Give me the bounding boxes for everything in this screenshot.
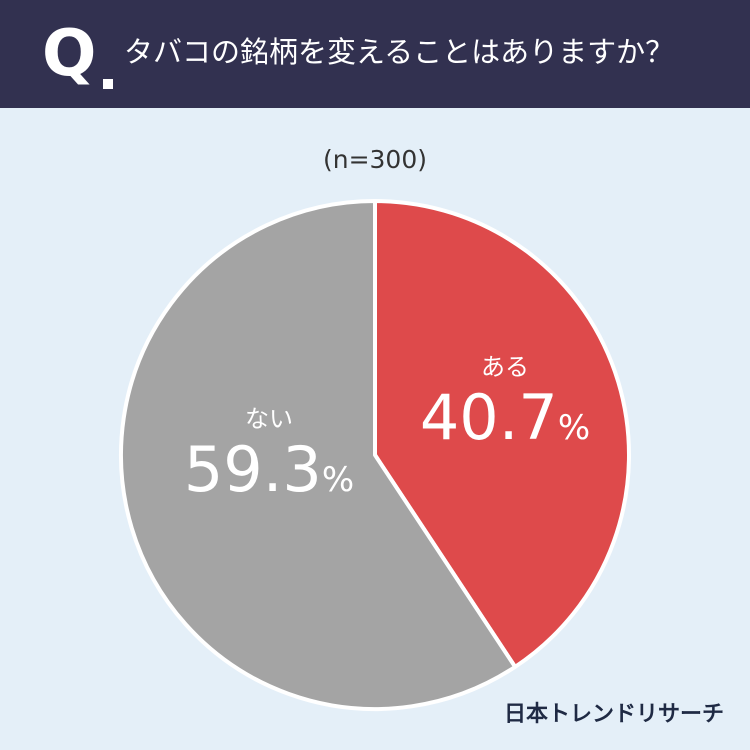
q-mark: Q bbox=[42, 17, 97, 91]
slice-value-nai: 59.3% bbox=[183, 433, 355, 506]
pie-slice-1 bbox=[119, 199, 518, 711]
slice-name-aru: ある bbox=[481, 353, 529, 381]
question-title: タバコの銘柄を変えることはありますか？ bbox=[124, 35, 675, 69]
slice-label-aru: ある 40.7% bbox=[385, 352, 625, 464]
slice-name-nai: ない bbox=[245, 405, 293, 433]
brand-logo: 日本トレンドリサーチ bbox=[503, 702, 724, 727]
sample-size: (n=300) bbox=[322, 145, 428, 174]
header-bar: Q タバコの銘柄を変えることはありますか？ bbox=[0, 0, 750, 108]
q-dot bbox=[103, 79, 113, 89]
slice-label-nai: ない 59.3% bbox=[149, 404, 389, 516]
slice-value-aru: 40.7% bbox=[419, 381, 591, 454]
